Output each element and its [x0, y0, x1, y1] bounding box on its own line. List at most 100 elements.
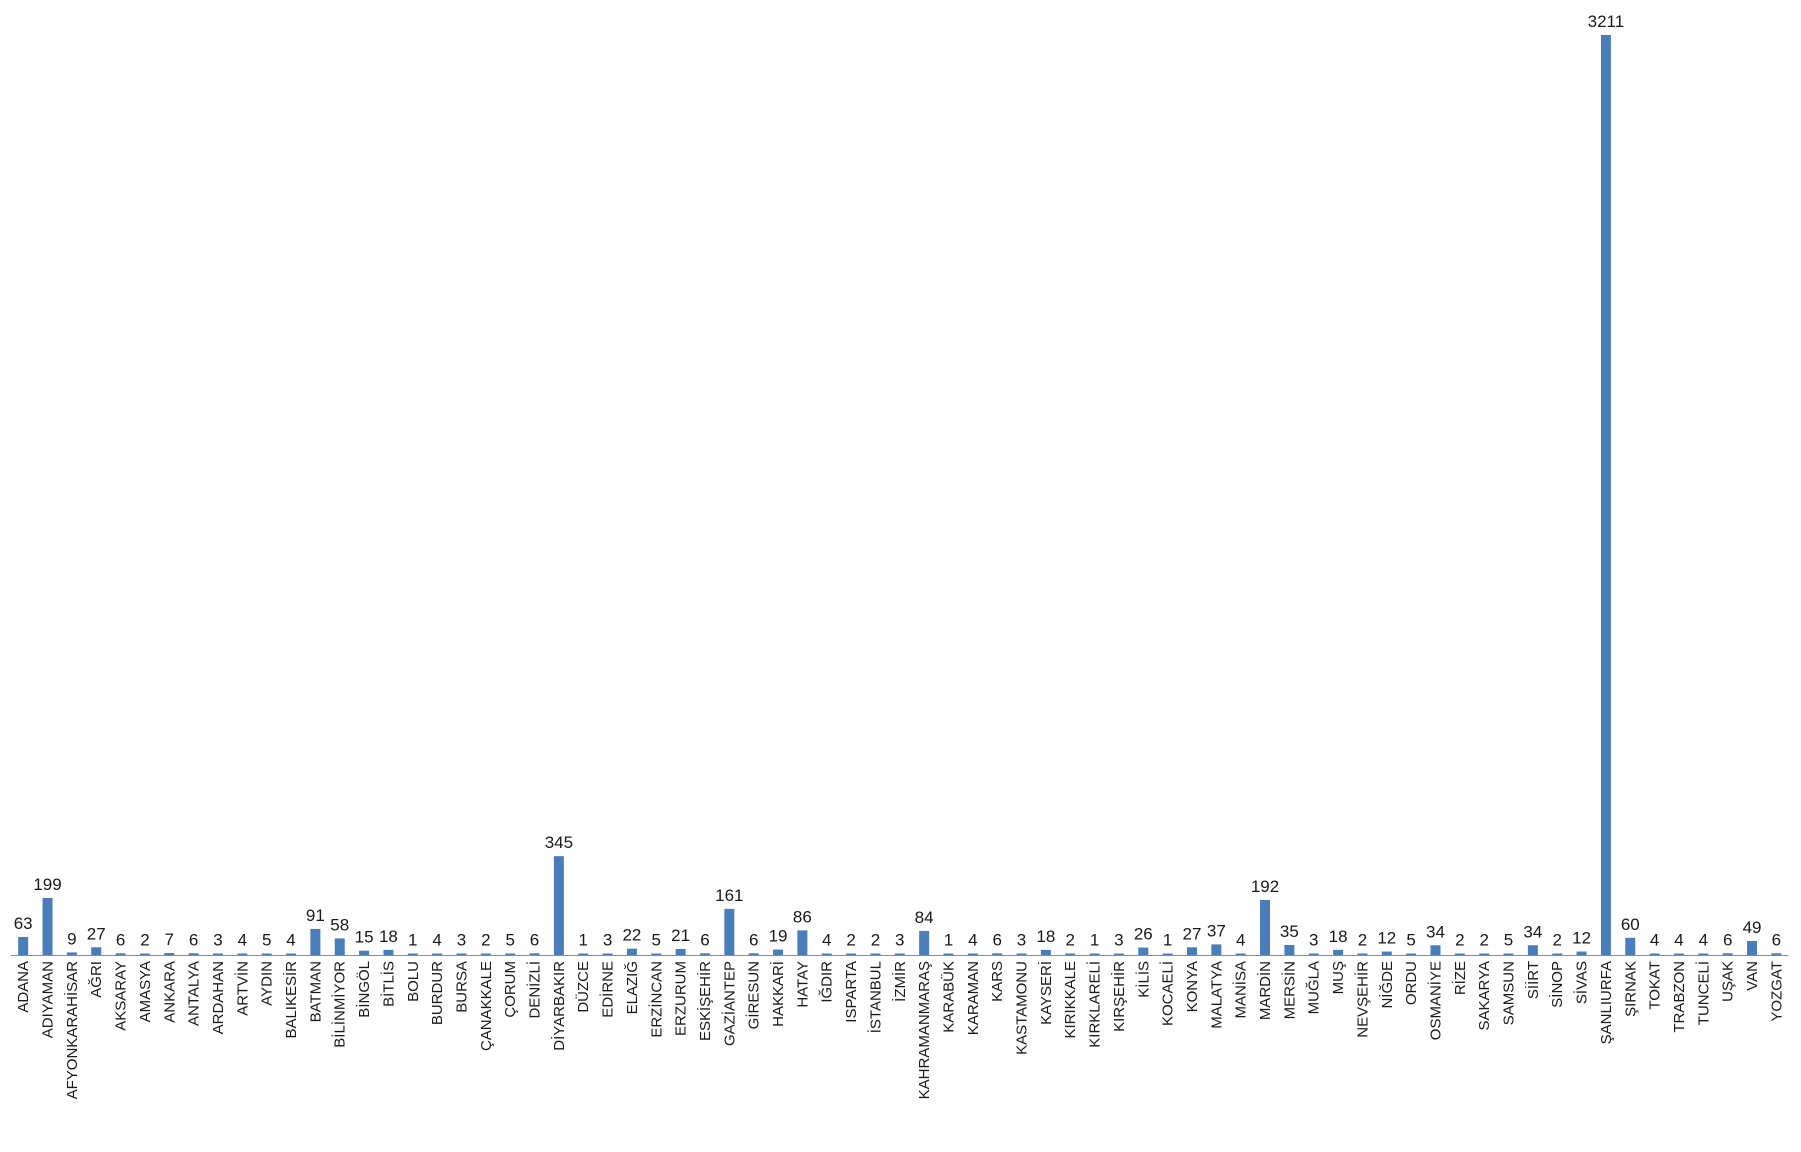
category-label-20: ÇORUM — [502, 961, 519, 1018]
bar-40 — [992, 953, 1003, 955]
category-label-57: ORDU — [1403, 961, 1420, 1005]
bar-2 — [66, 952, 77, 955]
bar-58 — [1430, 945, 1441, 955]
value-label-55: 2 — [1358, 931, 1367, 950]
category-label-43: KIRIKKALE — [1062, 961, 1079, 1039]
bar-47 — [1162, 953, 1173, 955]
category-label-28: ESKİŞEHİR — [696, 961, 714, 1041]
category-label-52: MERSİN — [1280, 961, 1298, 1019]
category-label-35: İSTANBUL — [866, 961, 884, 1033]
bar-7 — [188, 953, 199, 955]
category-label-4: AKSARAY — [113, 961, 130, 1031]
category-label-41: KASTAMONU — [1014, 961, 1031, 1055]
category-label-11: BALIKESİR — [282, 961, 300, 1039]
value-label-14: 15 — [355, 928, 374, 947]
value-label-11: 4 — [286, 931, 295, 950]
value-label-57: 5 — [1406, 931, 1415, 950]
bar-9 — [237, 953, 248, 955]
category-label-24: EDİRNE — [599, 961, 617, 1018]
category-label-63: SİNOP — [1548, 961, 1566, 1008]
bar-67 — [1649, 953, 1660, 955]
bar-10 — [261, 953, 272, 955]
category-label-1: ADIYAMAN — [40, 961, 57, 1038]
bar-0 — [18, 936, 29, 955]
category-label-7: ANTALYA — [186, 961, 203, 1026]
value-label-18: 3 — [457, 931, 466, 950]
bar-31 — [773, 949, 784, 955]
value-label-44: 1 — [1090, 931, 1099, 950]
bar-62 — [1527, 945, 1538, 955]
value-label-0: 63 — [14, 914, 33, 933]
category-label-34: ISPARTA — [843, 961, 860, 1023]
value-label-56: 12 — [1377, 929, 1396, 948]
value-label-39: 4 — [968, 931, 977, 950]
category-label-66: ŞIRNAK — [1622, 961, 1639, 1017]
value-label-33: 4 — [822, 931, 831, 950]
bar-44 — [1089, 953, 1100, 955]
bar-49 — [1211, 944, 1222, 955]
bar-5 — [139, 953, 150, 955]
bar-59 — [1454, 953, 1465, 955]
category-label-0: ADANA — [15, 961, 32, 1013]
category-label-70: UŞAK — [1720, 961, 1737, 1002]
category-label-12: BATMAN — [307, 961, 324, 1022]
value-label-38: 1 — [944, 931, 953, 950]
bar-13 — [334, 938, 345, 955]
category-label-18: BURSA — [453, 961, 470, 1013]
category-label-50: MANİSA — [1232, 961, 1250, 1019]
value-label-23: 1 — [578, 931, 587, 950]
category-label-56: NİĞDE — [1378, 961, 1396, 1009]
bar-29 — [724, 908, 735, 955]
bar-25 — [626, 948, 637, 955]
value-label-17: 4 — [432, 931, 441, 950]
category-label-64: SİVAS — [1573, 961, 1591, 1004]
value-label-22: 345 — [545, 833, 573, 852]
category-label-26: ERZİNCAN — [647, 961, 665, 1038]
bar-24 — [602, 953, 613, 955]
value-label-71: 49 — [1743, 918, 1762, 937]
category-label-17: BURDUR — [429, 961, 446, 1025]
category-label-16: BOLU — [405, 961, 422, 1002]
value-label-60: 2 — [1479, 931, 1488, 950]
value-label-25: 22 — [622, 926, 641, 945]
value-label-36: 3 — [895, 931, 904, 950]
category-label-60: SAKARYA — [1476, 961, 1493, 1030]
bar-63 — [1552, 953, 1563, 955]
category-label-9: ARTVİN — [233, 961, 251, 1016]
value-label-19: 2 — [481, 931, 490, 950]
value-label-21: 6 — [530, 930, 539, 949]
category-label-44: KIRKLARELİ — [1086, 961, 1104, 1048]
value-label-42: 18 — [1036, 927, 1055, 946]
category-label-53: MUĞLA — [1306, 961, 1323, 1014]
category-label-23: DÜZCE — [574, 961, 592, 1013]
bar-71 — [1747, 940, 1758, 955]
category-label-67: TOKAT — [1647, 961, 1664, 1010]
value-label-65: 3211 — [1588, 12, 1625, 31]
value-label-66: 60 — [1621, 915, 1640, 934]
bar-23 — [578, 953, 589, 955]
bar-42 — [1040, 949, 1051, 955]
bar-68 — [1673, 953, 1684, 955]
bar-27 — [675, 948, 686, 955]
category-label-33: IĞDIR — [819, 961, 836, 1003]
category-label-59: RİZE — [1451, 961, 1469, 995]
value-label-15: 18 — [379, 927, 398, 946]
value-label-31: 19 — [769, 927, 788, 946]
category-label-3: AĞRI — [88, 961, 105, 998]
value-label-4: 6 — [116, 930, 125, 949]
category-label-45: KIRŞEHİR — [1110, 961, 1128, 1032]
category-label-21: DENİZLİ — [526, 961, 544, 1019]
bar-35 — [870, 953, 881, 955]
value-label-5: 2 — [140, 931, 149, 950]
category-label-55: NEVŞEHİR — [1353, 961, 1371, 1038]
bar-50 — [1235, 953, 1246, 955]
bar-22 — [553, 856, 564, 955]
value-label-26: 5 — [652, 931, 661, 950]
bar-38 — [943, 953, 954, 955]
bar-30 — [748, 953, 759, 955]
value-label-49: 37 — [1207, 921, 1226, 940]
bar-54 — [1333, 949, 1344, 955]
category-label-40: KARS — [989, 961, 1006, 1002]
value-label-53: 3 — [1309, 931, 1318, 950]
category-label-30: GİRESUN — [745, 961, 763, 1029]
